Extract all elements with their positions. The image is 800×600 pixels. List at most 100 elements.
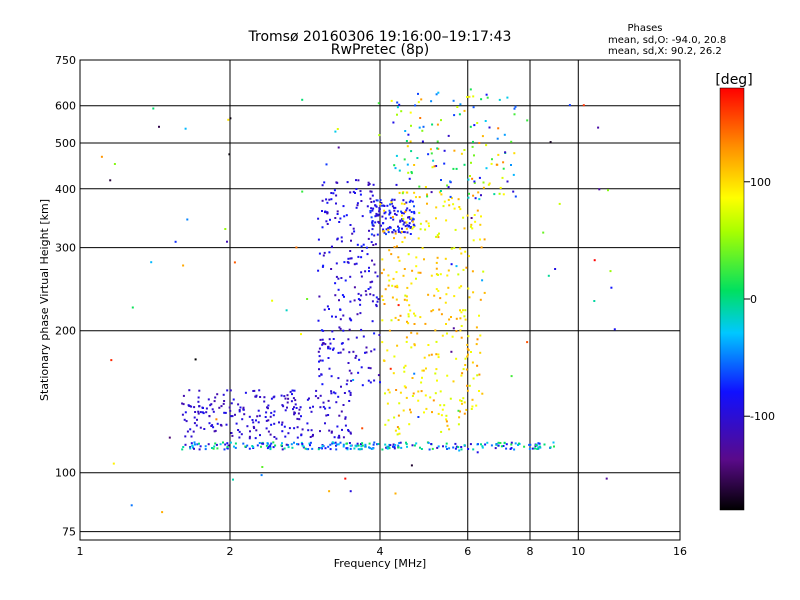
data-point xyxy=(229,117,231,119)
data-point xyxy=(355,445,357,447)
data-point xyxy=(444,201,446,203)
data-point xyxy=(384,392,386,394)
data-point xyxy=(227,446,229,448)
data-point xyxy=(216,393,218,395)
data-point xyxy=(231,432,233,434)
data-point xyxy=(330,390,332,392)
data-point xyxy=(198,405,200,407)
data-point xyxy=(470,126,472,128)
data-point xyxy=(350,394,352,396)
data-point xyxy=(350,448,352,450)
data-point xyxy=(296,418,298,420)
data-point xyxy=(472,270,474,272)
data-point xyxy=(182,265,184,267)
data-point xyxy=(331,316,333,318)
data-point xyxy=(253,427,255,429)
data-point xyxy=(421,390,423,392)
data-point xyxy=(414,104,416,106)
data-point xyxy=(350,432,352,434)
data-point xyxy=(507,181,509,183)
data-point xyxy=(407,322,409,324)
data-point xyxy=(307,429,309,431)
data-point xyxy=(224,444,226,446)
data-point xyxy=(330,268,332,270)
data-point xyxy=(188,389,190,391)
data-point xyxy=(223,394,225,396)
data-point xyxy=(410,332,412,334)
data-point xyxy=(225,412,227,414)
data-point xyxy=(463,368,465,370)
data-point xyxy=(477,443,479,445)
data-point xyxy=(311,411,313,413)
data-point xyxy=(430,443,432,445)
data-point xyxy=(325,447,327,449)
data-point xyxy=(294,390,296,392)
data-point xyxy=(360,271,362,273)
data-point xyxy=(400,110,402,112)
data-point xyxy=(435,236,437,238)
data-point xyxy=(403,222,405,224)
data-point xyxy=(291,447,293,449)
data-point xyxy=(283,395,285,397)
data-point xyxy=(426,195,428,197)
data-point xyxy=(408,313,410,315)
data-point xyxy=(334,217,336,219)
data-point xyxy=(338,299,340,301)
data-point xyxy=(512,191,514,193)
data-point xyxy=(393,237,395,239)
data-point xyxy=(377,301,379,303)
data-point xyxy=(363,244,365,246)
data-point xyxy=(535,444,537,446)
data-point xyxy=(194,417,196,419)
data-point xyxy=(373,380,375,382)
data-point xyxy=(292,408,294,410)
data-point xyxy=(461,403,463,405)
data-point xyxy=(338,221,340,223)
data-point xyxy=(331,431,333,433)
data-point xyxy=(381,295,383,297)
data-point xyxy=(393,372,395,374)
data-point xyxy=(401,231,403,233)
data-point xyxy=(403,367,405,369)
data-point xyxy=(300,406,302,408)
data-point xyxy=(324,252,326,254)
data-point xyxy=(445,293,447,295)
data-point xyxy=(293,442,295,444)
data-point xyxy=(260,446,262,448)
data-point xyxy=(244,446,246,448)
data-point xyxy=(406,295,408,297)
data-point xyxy=(425,394,427,396)
data-point xyxy=(354,192,356,194)
data-point xyxy=(185,411,187,413)
data-point xyxy=(410,283,412,285)
data-point xyxy=(499,193,501,195)
data-point xyxy=(443,404,445,406)
data-point xyxy=(503,193,505,195)
data-point xyxy=(510,448,512,450)
data-point xyxy=(228,153,230,155)
data-point xyxy=(200,427,202,429)
data-point xyxy=(388,249,390,251)
data-point xyxy=(479,177,481,179)
data-point xyxy=(476,343,478,345)
data-point xyxy=(324,422,326,424)
data-point xyxy=(468,96,470,98)
data-point xyxy=(336,182,338,184)
data-point xyxy=(390,217,392,219)
y-tick-label: 600 xyxy=(55,100,76,113)
data-point xyxy=(373,184,375,186)
data-point xyxy=(392,219,394,221)
data-point xyxy=(430,310,432,312)
data-point xyxy=(269,445,271,447)
data-point xyxy=(598,188,600,190)
data-point xyxy=(448,199,450,201)
data-point xyxy=(408,216,410,218)
data-point xyxy=(298,418,300,420)
data-point xyxy=(388,231,390,233)
data-point xyxy=(413,343,415,345)
data-point xyxy=(445,302,447,304)
data-point xyxy=(474,214,476,216)
data-point xyxy=(267,405,269,407)
data-point xyxy=(234,261,236,263)
data-point xyxy=(364,270,366,272)
